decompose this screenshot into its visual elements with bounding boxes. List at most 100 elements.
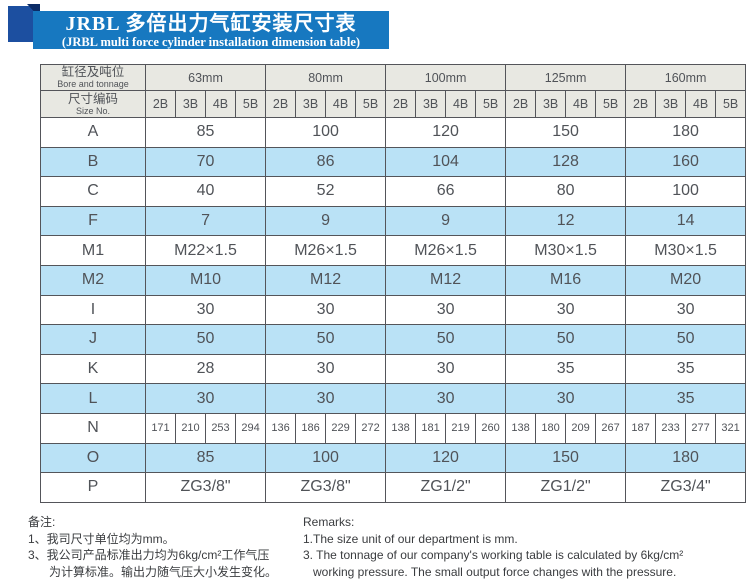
notes-en-title: Remarks:	[303, 515, 355, 529]
row-label: A	[40, 117, 146, 148]
table-cell: 40	[144, 176, 267, 207]
table-cell: 180	[625, 117, 747, 148]
table-cell: 35	[625, 383, 747, 414]
size-code-header: 4B	[325, 90, 357, 118]
row-label: M1	[40, 235, 146, 266]
notes-en: Remarks: 1.The size unit of our departme…	[303, 514, 748, 580]
size-code-header: 4B	[205, 90, 236, 118]
table-cell: 272	[355, 412, 387, 444]
table-cell: 120	[385, 117, 507, 148]
table-row: J 50 50 50 50 50	[40, 324, 747, 355]
notes-zh-line-1: 1、我司尺寸单位均为mm。	[28, 531, 175, 546]
table-cell: 28	[144, 353, 267, 385]
notes-zh-title: 备注:	[28, 515, 56, 529]
corner-bottom-zh: 尺寸编码	[67, 91, 118, 106]
bore-group-header: 125mm	[505, 64, 627, 91]
table-cell: 186	[295, 412, 327, 444]
corner-bottom-en: Size No.	[75, 105, 110, 116]
table-cell: 30	[265, 353, 387, 385]
table-row: M1 M22×1.5 M26×1.5 M26×1.5 M30×1.5 M30×1.5	[40, 235, 747, 266]
table-cell: M22×1.5	[144, 235, 267, 266]
row-label: M2	[40, 264, 146, 296]
size-code-header: 3B	[295, 90, 327, 118]
size-code-header: 3B	[175, 90, 206, 118]
table-cell: 86	[265, 146, 387, 178]
row-label: B	[40, 146, 146, 178]
size-code-header: 4B	[685, 90, 717, 118]
table-cell: ZG3/4"	[625, 472, 747, 503]
table-cell: 70	[144, 146, 267, 178]
row-label: I	[40, 294, 146, 326]
table-cell: 150	[505, 442, 627, 474]
table-cell: 253	[205, 412, 236, 444]
corner-top-zh: 缸径及吨位	[61, 65, 125, 79]
size-code-header: 5B	[595, 90, 627, 118]
page-subtitle: (JRBL multi force cylinder installation …	[61, 35, 361, 49]
table-cell: 85	[144, 442, 267, 474]
table-cell: 138	[505, 412, 537, 444]
size-code-header: 2B	[505, 90, 537, 118]
table-cell: 30	[265, 383, 387, 414]
table-cell: 181	[415, 412, 447, 444]
table-cell: 209	[565, 412, 597, 444]
bore-group-header: 80mm	[265, 64, 387, 91]
bore-group-header: 160mm	[625, 64, 747, 91]
table-cell: 128	[505, 146, 627, 178]
table-cell: 180	[625, 442, 747, 474]
size-code-header: 5B	[355, 90, 387, 118]
table-cell: M12	[265, 264, 387, 296]
table-row: O 85 100 120 150 180	[40, 442, 747, 474]
table-cell: 180	[535, 412, 567, 444]
table-cell: 50	[385, 324, 507, 355]
table-cell: 30	[144, 383, 267, 414]
size-code-header: 5B	[234, 90, 267, 118]
table-cell: 138	[385, 412, 417, 444]
table-cell: 187	[625, 412, 657, 444]
table-cell: 104	[385, 146, 507, 178]
size-code-header: 3B	[415, 90, 447, 118]
size-code-header: 5B	[475, 90, 507, 118]
table-row: C 40 52 66 80 100	[40, 176, 747, 207]
row-label: F	[40, 205, 146, 237]
row-label: O	[40, 442, 146, 474]
table-cell: 35	[505, 353, 627, 385]
size-code-header: 5B	[715, 90, 747, 118]
table-cell: 100	[625, 176, 747, 207]
table-cell: 30	[265, 294, 387, 326]
table-row: B 70 86 104 128 160	[40, 146, 747, 178]
table-cell: 150	[505, 117, 627, 148]
table-cell: 120	[385, 442, 507, 474]
corner-size-no: 尺寸编码 Size No.	[40, 90, 146, 118]
table-cell: 219	[445, 412, 477, 444]
table-row: N 171 210 253 294 136 186 229 272 138 181 219 260 138…	[40, 412, 747, 444]
size-code-header: 3B	[535, 90, 567, 118]
notes-zh-line-3b: 为计算标准。输出力随气压大小发生变化。	[49, 564, 278, 579]
table-row: P ZG3/8" ZG3/8" ZG1/2" ZG1/2" ZG3/4"	[40, 472, 747, 503]
row-label: K	[40, 353, 146, 385]
notes-en-line-3: 3. The tonnage of our company's working …	[303, 548, 684, 562]
row-label: N	[40, 412, 146, 444]
size-code-header: 2B	[145, 90, 176, 118]
table-cell: M16	[505, 264, 627, 296]
page-title: JRBL 多倍出力气缸安装尺寸表	[65, 13, 357, 35]
corner-top-en: Bore and tonnage	[57, 79, 129, 89]
table-cell: 30	[505, 294, 627, 326]
table-cell: 85	[144, 117, 267, 148]
table-cell: 210	[175, 412, 206, 444]
table-cell: 9	[385, 205, 507, 237]
table-cell: M30×1.5	[625, 235, 747, 266]
table-row: M2 M10 M12 M12 M16 M20	[40, 264, 747, 296]
row-label: P	[40, 472, 146, 503]
table-cell: 50	[265, 324, 387, 355]
bore-group-header: 63mm	[144, 64, 267, 91]
table-cell: 321	[715, 412, 747, 444]
table-cell: ZG1/2"	[385, 472, 507, 503]
table-cell: 160	[625, 146, 747, 178]
table-cell: M26×1.5	[265, 235, 387, 266]
table-cell: 30	[385, 383, 507, 414]
table-cell: 9	[265, 205, 387, 237]
table-row: L 30 30 30 30 35	[40, 383, 747, 414]
table-cell: M26×1.5	[385, 235, 507, 266]
notes-en-line-1: 1.The size unit of our department is mm.	[303, 531, 518, 546]
